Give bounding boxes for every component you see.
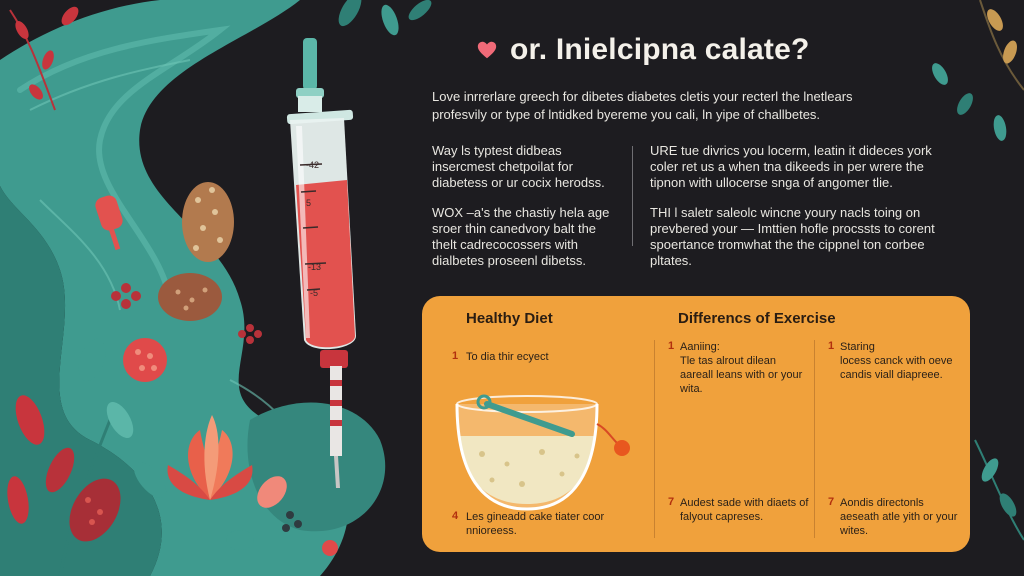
- top-leaves: [338, 0, 432, 36]
- page-title: or. Inielcipna calate?: [476, 30, 996, 70]
- intro-text: Love inrrerlare greech for dibetes diabe…: [432, 88, 972, 124]
- panel-divider: [814, 340, 815, 538]
- item-number: 7: [668, 496, 675, 508]
- leaf-teal: [106, 401, 134, 439]
- col3-item-1: locess canck with oeve candis viall diap…: [840, 355, 953, 381]
- diet-item-4: Les gineadd cake tiater coor nnioreess.: [466, 511, 605, 537]
- leaf: [29, 84, 43, 100]
- panel-title-healthy-diet: Healthy Diet: [466, 310, 553, 327]
- col3-item-1-head: Staring: [840, 341, 875, 353]
- leaf-red: [45, 447, 75, 493]
- popsicle-icon: [95, 195, 123, 251]
- left-paragraph-2: WOX –a's the chastiy hela age sroer thin…: [432, 205, 610, 268]
- item-number: 1: [668, 340, 675, 352]
- leaf-red: [7, 476, 29, 524]
- left-paragraph-1: Way ls typtest didbeas insercmest chetpo…: [432, 143, 605, 190]
- teal-blob-right: [247, 402, 386, 532]
- exercise-item-1: Tle tas alrout dilean aareall leans with…: [680, 355, 803, 395]
- leaf-teal: [133, 461, 167, 499]
- page-title-text: or. Inielcipna calate?: [510, 33, 810, 66]
- right-paragraph-2: THI l saletr saleolc wincne youry nacls …: [650, 205, 935, 268]
- panel-divider: [654, 340, 655, 538]
- leaf-red: [15, 395, 45, 445]
- item-number: 1: [828, 340, 835, 352]
- svg-text:-13: -13: [308, 262, 321, 272]
- leaf-pink: [257, 476, 287, 508]
- nut-shape-2: [158, 273, 222, 321]
- flower-small: [238, 324, 262, 344]
- leaf: [61, 6, 79, 26]
- item-number: 7: [828, 496, 835, 508]
- panel-title-exercise: Differencs of Exercise: [678, 310, 836, 327]
- item-number: 1: [452, 350, 459, 362]
- diet-item-1: To dia thir ecyect: [466, 351, 549, 363]
- exercise-item-7: Audest sade with diaets of falyout capre…: [680, 497, 809, 523]
- item-number: 4: [452, 510, 459, 522]
- syringe-icon: -42 5 -13 -5: [286, 38, 356, 488]
- flower-small: [111, 283, 141, 309]
- right-text-column: URE tue divrics you locerm, leatin it di…: [650, 143, 950, 283]
- leaf: [42, 50, 54, 70]
- leaf-teal: [78, 338, 106, 382]
- svg-text:-5: -5: [310, 288, 318, 298]
- leaf-red: [69, 478, 121, 542]
- nut-dots: [193, 187, 223, 251]
- heart-icon: [477, 41, 497, 59]
- fruit-circle: [123, 338, 167, 382]
- leaf-teal: [226, 530, 254, 550]
- top-right-leaves: [932, 0, 1024, 141]
- branch-top-left: [9, 9, 56, 111]
- left-text-column: Way ls typtest didbeas insercmest chetpo…: [432, 143, 622, 283]
- svg-text:5: 5: [306, 198, 311, 208]
- exercise-item-1-head: Aaniing:: [680, 341, 720, 353]
- col3-item-7: Aondis directonls aeseath atle yith or y…: [840, 497, 958, 537]
- svg-text:-42: -42: [306, 160, 319, 170]
- intro-line-2: profesvily or type of lntidked byereme y…: [432, 107, 821, 122]
- teal-wave-shade: [0, 150, 162, 576]
- nut-shape: [182, 182, 234, 262]
- right-paragraph-1: URE tue divrics you locerm, leatin it di…: [650, 143, 932, 190]
- teal-wave-highlight: [17, 25, 231, 303]
- berry: [322, 540, 338, 556]
- column-divider: [632, 146, 633, 246]
- lotus-flower: [167, 415, 253, 500]
- bottom-right-leaves: [974, 439, 1024, 541]
- glass-bowl-illustration: [455, 394, 630, 511]
- info-panel: Healthy Diet Differencs of Exercise 1 To…: [422, 296, 970, 552]
- intro-line-1: Love inrrerlare greech for dibetes diabe…: [432, 89, 853, 104]
- leaf: [15, 20, 29, 40]
